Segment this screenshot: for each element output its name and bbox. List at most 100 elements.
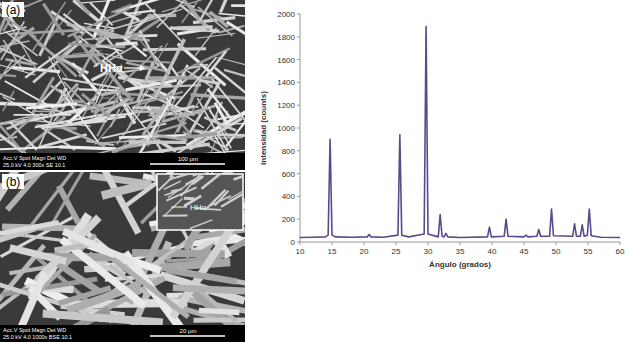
- crystal: [101, 97, 134, 99]
- info-bar: [0, 325, 245, 342]
- crystal: [165, 191, 177, 195]
- y-tick-label: 2000: [277, 10, 295, 19]
- crystal: [164, 181, 181, 189]
- crystal: [219, 13, 245, 16]
- crystal: [43, 314, 163, 323]
- crystal: [64, 82, 99, 116]
- x-tick-label: 45: [520, 247, 529, 256]
- crystal: [191, 95, 245, 99]
- crystal: [185, 69, 213, 87]
- crystal: [155, 39, 185, 98]
- x-tick-label: 20: [360, 247, 369, 256]
- y-tick-label: 1800: [277, 33, 295, 42]
- crystal: [0, 73, 16, 76]
- crystal: [200, 0, 224, 21]
- info-bar: [0, 153, 245, 170]
- crystal: [59, 147, 116, 149]
- crystal: [0, 222, 59, 234]
- crystal: [145, 3, 184, 44]
- crystal: [227, 22, 245, 40]
- crystal: [110, 109, 119, 127]
- label-box: [2, 2, 24, 17]
- crystal: [68, 42, 88, 45]
- y-axis: [300, 14, 301, 242]
- crystal: [231, 4, 245, 7]
- crystal: [69, 0, 89, 14]
- info-header: Acc.V Spot Magn Det WD: [3, 327, 66, 333]
- y-axis-title: Intensidad (counts): [259, 91, 268, 165]
- crystal: [218, 57, 245, 71]
- y-tick-label: 200: [282, 215, 296, 224]
- crystal: [145, 76, 215, 80]
- annotation-arrow: [171, 207, 187, 208]
- x-tick-label: 50: [552, 247, 561, 256]
- crystal: [125, 10, 155, 14]
- x-tick-label: 15: [328, 247, 337, 256]
- crystal: [68, 8, 130, 36]
- y-tick-label: 400: [282, 192, 296, 201]
- info-values: 25.0 kV 4.0 1000x BSE 10.1: [3, 334, 72, 340]
- crystal: [127, 61, 170, 63]
- crystal: [208, 89, 232, 119]
- micrograph-panel: Acc.V Spot Magn Det WD25.0 kV 4.0 300x S…: [0, 0, 269, 171]
- info-values: 25.0 kV 4.0 300x SE 10.1: [3, 162, 65, 168]
- crystal: [59, 288, 111, 304]
- annotation-arrow: [124, 67, 140, 68]
- crystal: [90, 50, 132, 101]
- crystal: [163, 214, 188, 216]
- figure: Acc.V Spot Magn Det WD25.0 kV 4.0 300x S…: [0, 0, 629, 342]
- annotation: HHα: [190, 203, 207, 212]
- crystal: [166, 187, 196, 200]
- inset-texture: [158, 175, 242, 229]
- crystal: [49, 56, 76, 107]
- x-axis-title: Ángulo (grados): [429, 260, 491, 269]
- crystal: [10, 248, 66, 262]
- panel-label: (b): [6, 175, 21, 189]
- y-tick-label: 1200: [277, 101, 295, 110]
- crystal: [59, 186, 79, 223]
- crystal: [124, 38, 146, 56]
- crystal: [0, 147, 63, 150]
- panel-label: (a): [6, 3, 21, 17]
- crystal: [84, 34, 141, 40]
- crystal: [1, 0, 48, 16]
- crystal: [143, 49, 206, 50]
- crystal: [213, 134, 245, 136]
- crystal: [166, 270, 237, 282]
- y-tick-label: 0: [291, 238, 296, 247]
- crystal: [63, 14, 97, 40]
- crystal: [220, 0, 230, 12]
- crystal: [141, 144, 210, 154]
- crystal: [173, 288, 245, 292]
- y-tick-label: 1400: [277, 78, 295, 87]
- xrd-chart: 0200400600800100012001400160018002000101…: [259, 10, 625, 269]
- crystal: [157, 0, 186, 28]
- scale-bar: [150, 163, 225, 165]
- x-axis: [300, 242, 620, 243]
- crystal: [169, 175, 194, 180]
- crystal: [171, 189, 182, 191]
- crystal: [129, 9, 182, 27]
- crystal: [159, 262, 230, 267]
- x-tick-label: 35: [456, 247, 465, 256]
- info-header: Acc.V Spot Magn Det WD: [3, 155, 66, 161]
- crystal: [228, 182, 242, 199]
- crystal: [206, 190, 226, 210]
- crystal: [224, 70, 245, 76]
- x-tick-label: 60: [616, 247, 625, 256]
- y-tick-label: 1000: [277, 124, 295, 133]
- crystal: [201, 175, 224, 189]
- crystal: [63, 231, 134, 263]
- crystal: [62, 128, 105, 147]
- crystal: [0, 116, 30, 129]
- label-box: [2, 174, 24, 189]
- crystal: [210, 12, 228, 27]
- x-tick-label: 25: [392, 247, 401, 256]
- crystal: [177, 25, 213, 29]
- crystal-texture: [0, 0, 245, 170]
- x-tick-label: 10: [296, 247, 305, 256]
- crystal: [32, 110, 59, 112]
- annotation: HHα: [100, 62, 123, 74]
- xrd-line: [300, 27, 620, 238]
- crystal: [3, 91, 14, 111]
